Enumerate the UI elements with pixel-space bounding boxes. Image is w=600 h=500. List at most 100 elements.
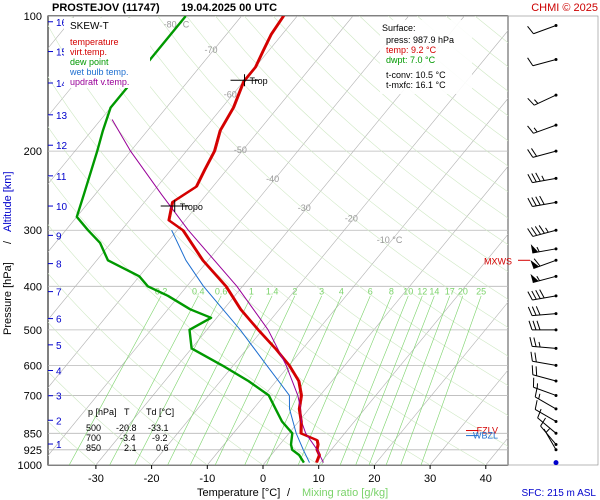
wind-barb-full [540, 417, 546, 427]
wind-barb-full [534, 387, 538, 398]
y-axis-label-altitude: Altitude [km] [2, 171, 14, 232]
wind-barb-full [529, 336, 533, 347]
wind-barb [529, 336, 558, 350]
altitude-tick-label: 8 [56, 260, 62, 271]
wind-barb-dot [554, 442, 558, 446]
table-cell: 500 [86, 423, 101, 433]
mixing-ratio-line [420, 295, 482, 465]
wind-barb-full [527, 306, 533, 316]
wind-barb-shaft [532, 345, 557, 349]
x-tick-label: 40 [480, 473, 492, 485]
mixing-ratio-line [339, 295, 409, 465]
wind-barb-dot [554, 379, 558, 383]
tropopause-label: Tropo [180, 202, 203, 212]
x-tick-label: -20 [144, 473, 160, 485]
wind-barb-dot [554, 328, 558, 332]
wind-barb [531, 365, 558, 383]
wind-barb [527, 148, 558, 158]
wind-barb-half [536, 246, 540, 252]
isotherm-line [429, 369, 508, 465]
wind-calm-dot [553, 460, 559, 466]
x-tick-label: 0 [260, 473, 266, 485]
timestamp: 19.04.2025 00 UTC [181, 2, 277, 14]
pressure-tick-label: 100 [24, 11, 42, 23]
pressure-tick-label: 500 [24, 325, 42, 337]
dry-adiabat [99, 16, 508, 386]
surface-heading: Surface: [382, 23, 416, 33]
legend-updraft: updraft v.temp. [70, 77, 129, 87]
dry-adiabat [48, 224, 319, 465]
wind-barb-dot [554, 176, 558, 180]
isotherm-line [207, 98, 508, 465]
wind-barb-dot [554, 448, 558, 452]
wind-barb-shaft [532, 59, 557, 67]
surface-tmxfc: t-mxfc: 16.1 °C [386, 80, 446, 90]
dry-adiabat [48, 371, 152, 465]
x-axis-label-mixing: Mixing ratio [g/kg] [302, 487, 388, 499]
wind-barb-shaft [533, 25, 557, 35]
dry-adiabat [70, 16, 508, 416]
level-table: p [hPa] T Td [°C] 500 -20.8 -33.1 700 -3… [86, 407, 174, 453]
isotherm-line [374, 301, 508, 465]
wind-barb-full [531, 197, 537, 207]
mixing-ratio-label: 2 [292, 286, 297, 296]
pressure-tick-label: 700 [24, 390, 42, 402]
series-wet-bulb-temp [171, 229, 310, 463]
isotherm-line [318, 233, 508, 465]
wind-barb [527, 195, 558, 207]
altitude-tick-label: 2 [56, 416, 62, 427]
mixing-ratio-label: 0.4 [192, 286, 205, 296]
table-cell: 2.1 [124, 443, 137, 453]
wind-barb-full [534, 226, 541, 235]
pressure-tick-label: 1000 [18, 460, 42, 472]
x-axis-separator: / [287, 487, 291, 499]
dry-adiabat [186, 16, 508, 300]
table-header-t: T [124, 407, 130, 417]
x-tick-label: -10 [199, 473, 215, 485]
series-virt-temp [169, 16, 322, 463]
dry-adiabat [128, 16, 508, 357]
mixing-ratio-label: 6 [368, 286, 373, 296]
isotherm-label: -80 °C [164, 19, 190, 29]
wind-barb [527, 93, 558, 106]
mixing-ratio-line [355, 295, 423, 465]
wind-barb [527, 57, 558, 67]
isotherm-label: -30 [298, 203, 311, 213]
wind-barb [527, 172, 558, 184]
mixing-ratio-line [190, 295, 273, 465]
dry-adiabat [48, 421, 97, 465]
wind-barb-dot [554, 407, 558, 411]
wind-barb [543, 428, 558, 452]
x-axis-label: Temperature [°C] [197, 487, 280, 499]
station-title: PROSTEJOV (11747) [52, 2, 160, 14]
mixing-ratio-line [109, 295, 199, 465]
mxws-label: MXWS [484, 256, 512, 266]
wind-barb-half [534, 99, 539, 104]
series-temperature [167, 16, 321, 464]
legend-temperature: temperature [70, 37, 119, 47]
altitude-tick-label: 3 [56, 392, 62, 403]
mixing-ratio-label: 14 [429, 286, 439, 296]
wind-barb-full [527, 174, 533, 183]
legend-box [64, 18, 150, 88]
mixing-ratio-label: 3 [319, 286, 324, 296]
mixing-ratio-line [244, 295, 322, 465]
mixing-ratio-label: 20 [458, 286, 468, 296]
table-header-p: p [hPa] [88, 407, 117, 417]
wind-barb-full [532, 320, 537, 330]
wind-barb-dot [554, 294, 558, 298]
isotherm-line [48, 16, 242, 253]
wind-barb-dot [554, 149, 558, 153]
wind-barb [527, 289, 558, 301]
wind-barb-full [527, 25, 534, 35]
y-axis-label: Pressure [hPa] [2, 262, 14, 335]
wind-barb-full [534, 352, 537, 362]
pressure-tick-label: 600 [24, 360, 42, 372]
wind-barb-full [535, 290, 541, 299]
altitude-tick-label: 14 [56, 79, 68, 90]
wind-barb-dot [554, 419, 558, 423]
isotherm-label: -50 [234, 145, 247, 155]
dry-adiabat [48, 25, 508, 447]
